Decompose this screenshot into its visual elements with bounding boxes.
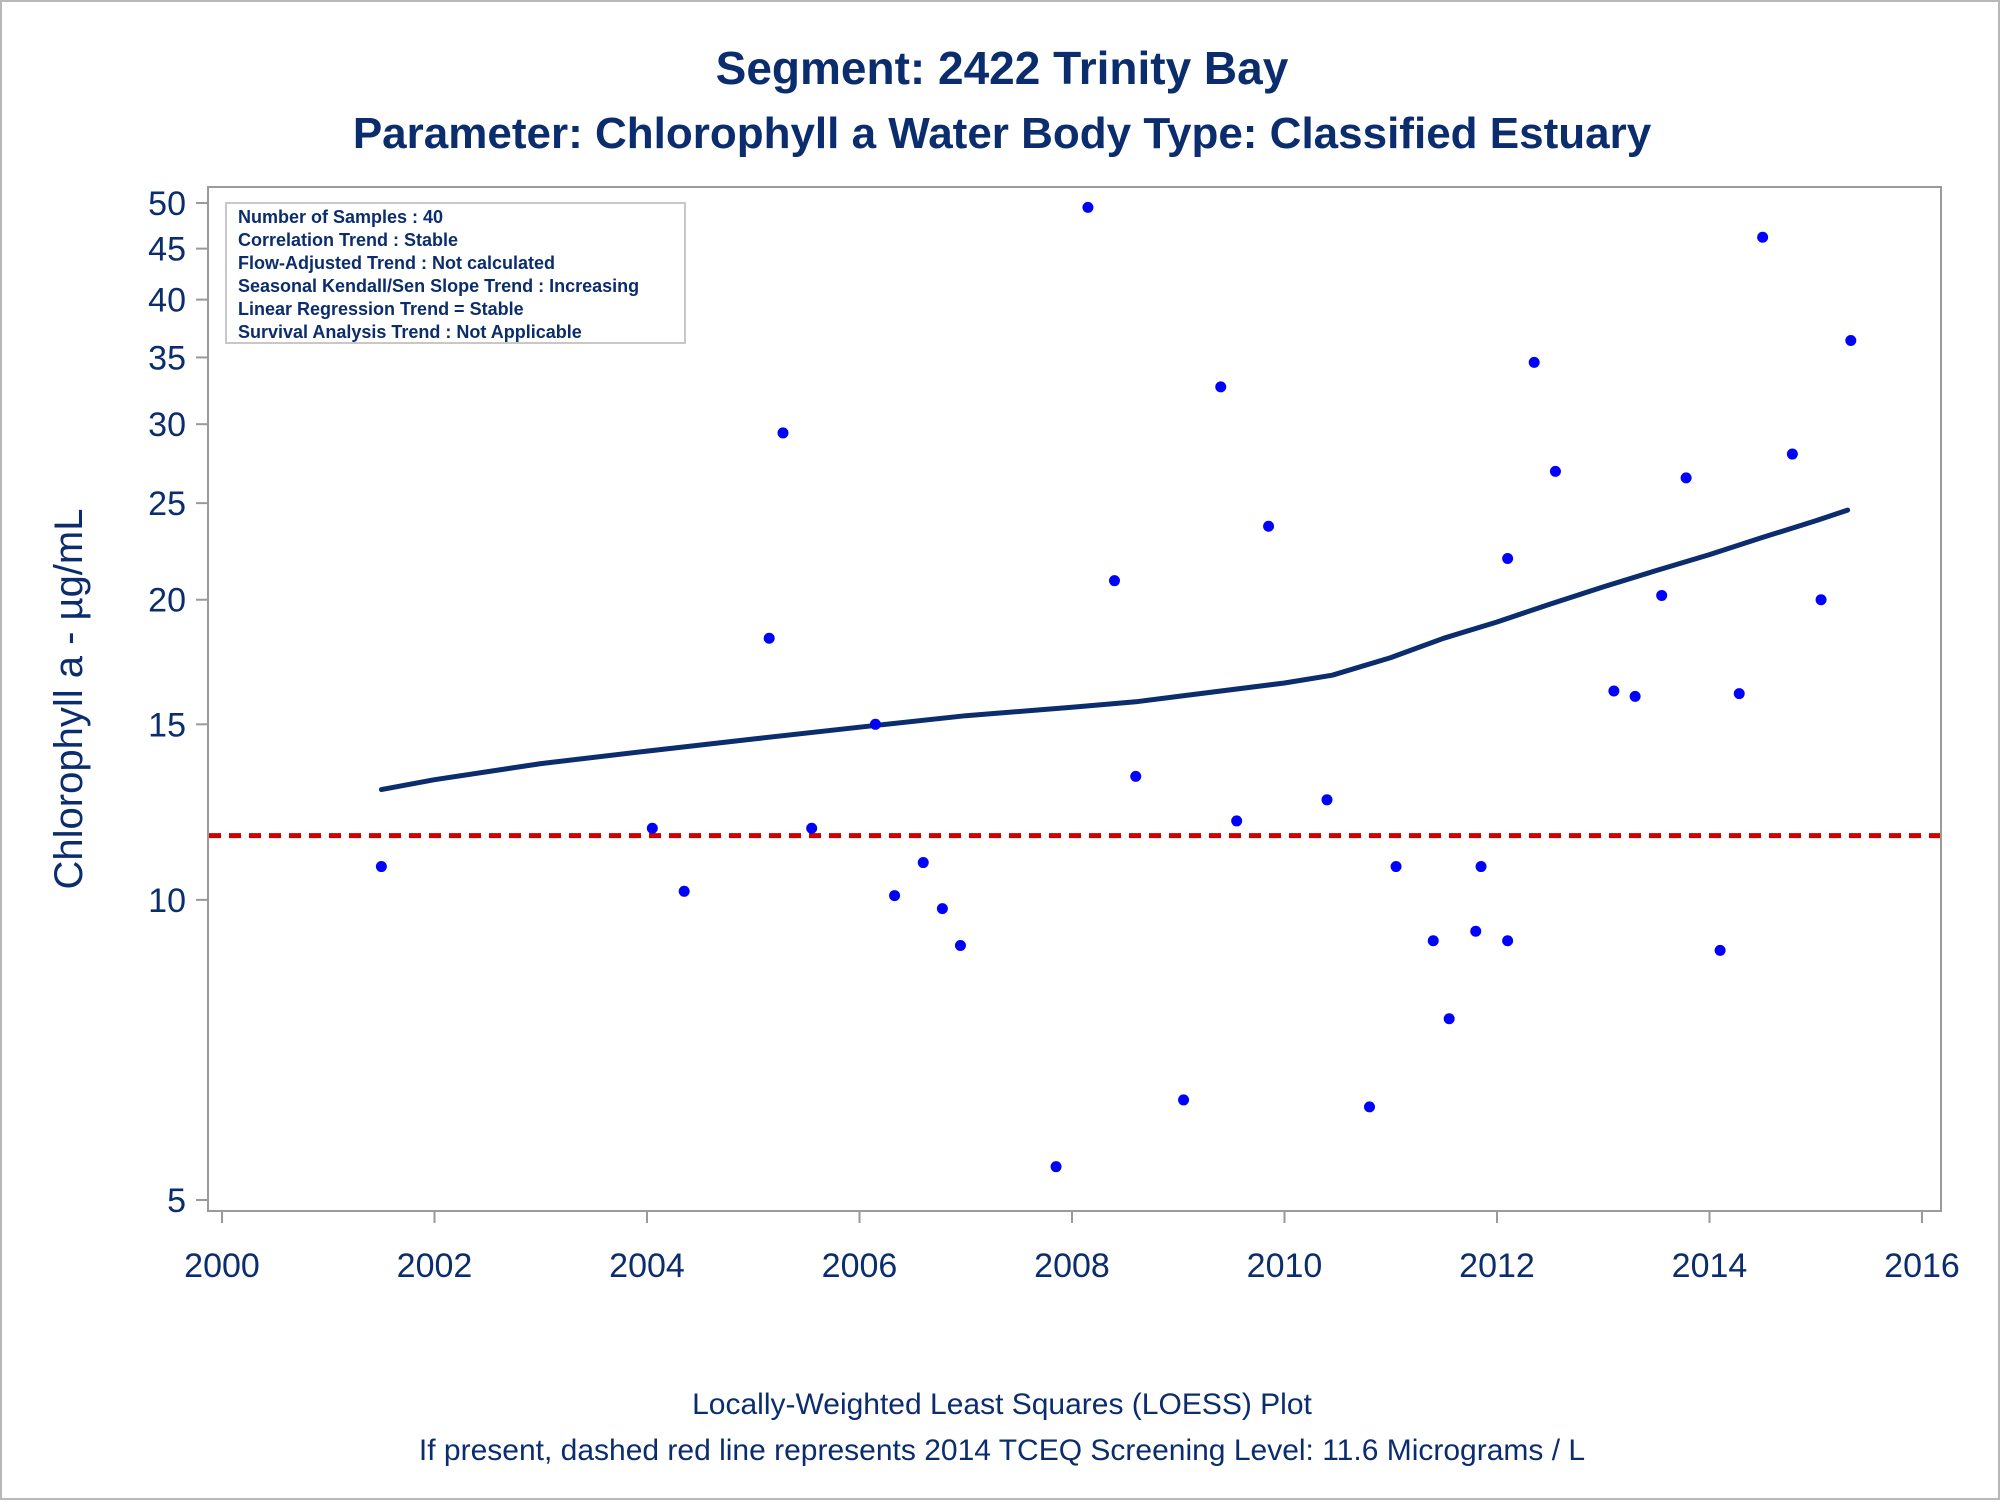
- data-point: [1786, 448, 1798, 460]
- stats-box: Number of Samples : 40 Correlation Trend…: [225, 202, 686, 344]
- data-point: [1364, 1101, 1375, 1113]
- data-point: [1733, 688, 1745, 700]
- stats-line-samples: Number of Samples : 40: [238, 207, 443, 227]
- stats-line-flow-adjusted: Flow-Adjusted Trend : Not calculated: [238, 253, 555, 273]
- x-tick-label: 2014: [1672, 1247, 1748, 1285]
- stats-line-seasonal-kendall: Seasonal Kendall/Sen Slope Trend : Incre…: [238, 276, 639, 296]
- plot-area-border: [207, 186, 1942, 1212]
- x-tick-label: 2002: [397, 1247, 473, 1285]
- data-point: [1050, 1161, 1062, 1173]
- data-point: [678, 885, 690, 897]
- data-point: [889, 890, 901, 902]
- data-point: [1502, 935, 1514, 947]
- data-point: [1502, 552, 1514, 564]
- y-tick-label: 50: [148, 185, 186, 223]
- data-point: [1215, 381, 1227, 393]
- data-point: [646, 822, 658, 834]
- y-axis: 5 10 15 20 25 30 35 40 45 50: [148, 185, 208, 1220]
- x-axis: 2000 2002 2004 2006 2008 2010 2012 2014 2016: [184, 1211, 1960, 1285]
- stats-box-border: [225, 202, 686, 344]
- y-tick-label: 40: [148, 282, 186, 320]
- data-point: [954, 939, 966, 951]
- y-tick-label: 35: [148, 339, 186, 377]
- x-tick-label: 2016: [1884, 1247, 1960, 1285]
- y-tick-label: 30: [148, 406, 186, 444]
- data-point: [1082, 201, 1094, 213]
- y-tick-label: 25: [148, 485, 186, 523]
- data-point: [1680, 472, 1692, 484]
- stats-line-linear-regression: Linear Regression Trend = Stable: [238, 299, 524, 319]
- stats-line-survival-analysis: Survival Analysis Trend : Not Applicable: [238, 322, 582, 342]
- data-point: [1656, 589, 1668, 601]
- chart-title: Segment: 2422 Trinity Bay: [716, 42, 1289, 94]
- y-tick-label: 10: [148, 882, 186, 920]
- data-point: [1390, 861, 1402, 873]
- data-point: [1629, 690, 1641, 702]
- data-point: [1475, 861, 1487, 873]
- loess-curve: [378, 507, 1851, 793]
- data-point: [777, 427, 789, 439]
- data-point: [936, 903, 948, 915]
- data-point: [1549, 465, 1561, 477]
- footnote-loess: Locally-Weighted Least Squares (LOESS) P…: [692, 1388, 1312, 1421]
- x-tick-label: 2008: [1034, 1247, 1110, 1285]
- data-point: [1427, 935, 1439, 947]
- footnote-screening-level: If present, dashed red line represents 2…: [419, 1434, 1585, 1467]
- x-tick-label: 2006: [822, 1247, 898, 1285]
- data-point: [1714, 944, 1726, 956]
- stats-line-correlation: Correlation Trend : Stable: [238, 230, 458, 250]
- data-point: [806, 822, 818, 834]
- data-point: [1443, 1013, 1455, 1025]
- y-tick-label: 15: [148, 706, 186, 744]
- data-point: [1321, 794, 1333, 806]
- y-tick-label: 45: [148, 231, 186, 269]
- data-point: [1130, 770, 1142, 782]
- data-point: [763, 632, 775, 644]
- data-point: [1470, 925, 1482, 937]
- sample-points-group: [375, 201, 1857, 1173]
- data-point: [1178, 1094, 1190, 1106]
- chart-subtitle: Parameter: Chlorophyll a Water Body Type…: [353, 109, 1652, 158]
- x-tick-label: 2010: [1247, 1247, 1323, 1285]
- data-point: [917, 857, 929, 869]
- loess-group: [378, 507, 1851, 793]
- x-tick-label: 2012: [1459, 1247, 1535, 1285]
- y-axis-label: Chlorophyll a - µg/mL: [47, 509, 91, 890]
- data-point: [1263, 520, 1275, 532]
- data-point: [1757, 231, 1769, 243]
- data-point: [1845, 334, 1857, 346]
- data-point: [869, 718, 881, 730]
- data-point: [1608, 685, 1620, 697]
- data-point: [1815, 594, 1827, 606]
- x-tick-label: 2004: [609, 1247, 685, 1285]
- data-point: [1231, 815, 1243, 827]
- data-point: [375, 861, 387, 873]
- data-point: [1528, 356, 1540, 368]
- x-tick-label: 2000: [184, 1247, 260, 1285]
- y-tick-label: 20: [148, 582, 186, 620]
- data-point: [1109, 575, 1120, 587]
- y-tick-label: 5: [167, 1182, 186, 1220]
